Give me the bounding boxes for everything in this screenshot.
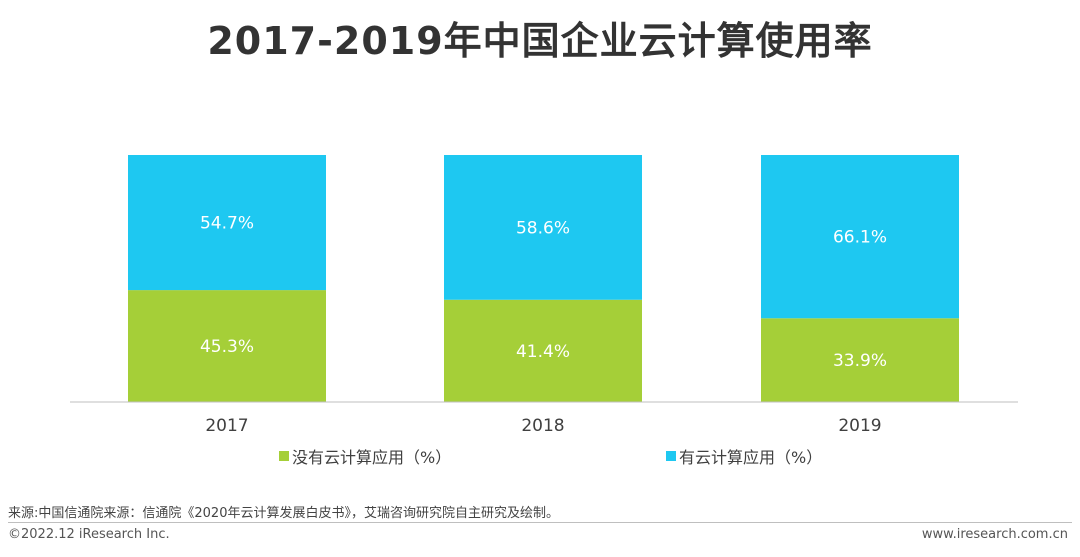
bar-segment-2018-series-0 (444, 299, 642, 402)
bar-segment-2019-series-0 (761, 318, 959, 402)
x-tick-label-2018: 2018 (521, 416, 564, 436)
chart-title: 2017-2019年中国企业云计算使用率 (207, 19, 873, 63)
x-tick-label-2019: 2019 (838, 416, 881, 436)
website-link[interactable]: www.iresearch.com.cn (921, 527, 1068, 542)
data-label-2017-series-0: 45.3% (200, 337, 254, 357)
bar-segment-2017-series-1 (128, 155, 326, 291)
bar-segment-2019-series-1 (761, 155, 959, 319)
legend-label-1: 有云计算应用（%） (679, 448, 822, 467)
footer-divider (8, 522, 1072, 523)
legend-label-0: 没有云计算应用（%） (292, 448, 451, 467)
source-note: 来源:中国信通院来源：信通院《2020年云计算发展白皮书》，艾瑞咨询研究院自主研… (8, 506, 559, 521)
data-label-2017-series-1: 54.7% (200, 214, 254, 234)
data-label-2019-series-1: 66.1% (833, 228, 887, 248)
bar-segment-2017-series-0 (128, 290, 326, 402)
x-tick-label-2017: 2017 (205, 416, 248, 436)
legend-swatch-1 (666, 451, 676, 461)
legend-swatch-0 (279, 451, 289, 461)
data-label-2018-series-1: 58.6% (516, 218, 570, 238)
stacked-bar-chart: 45.3% 54.7% 2017 41.4% 58.6% 2018 33.9% 66.1% 20… (70, 155, 1018, 467)
copyright-text: ©2022.12 iResearch Inc. (8, 527, 170, 542)
data-label-2018-series-0: 41.4% (516, 342, 570, 362)
bar-segment-2018-series-1 (444, 155, 642, 300)
data-label-2019-series-0: 33.9% (833, 351, 887, 371)
